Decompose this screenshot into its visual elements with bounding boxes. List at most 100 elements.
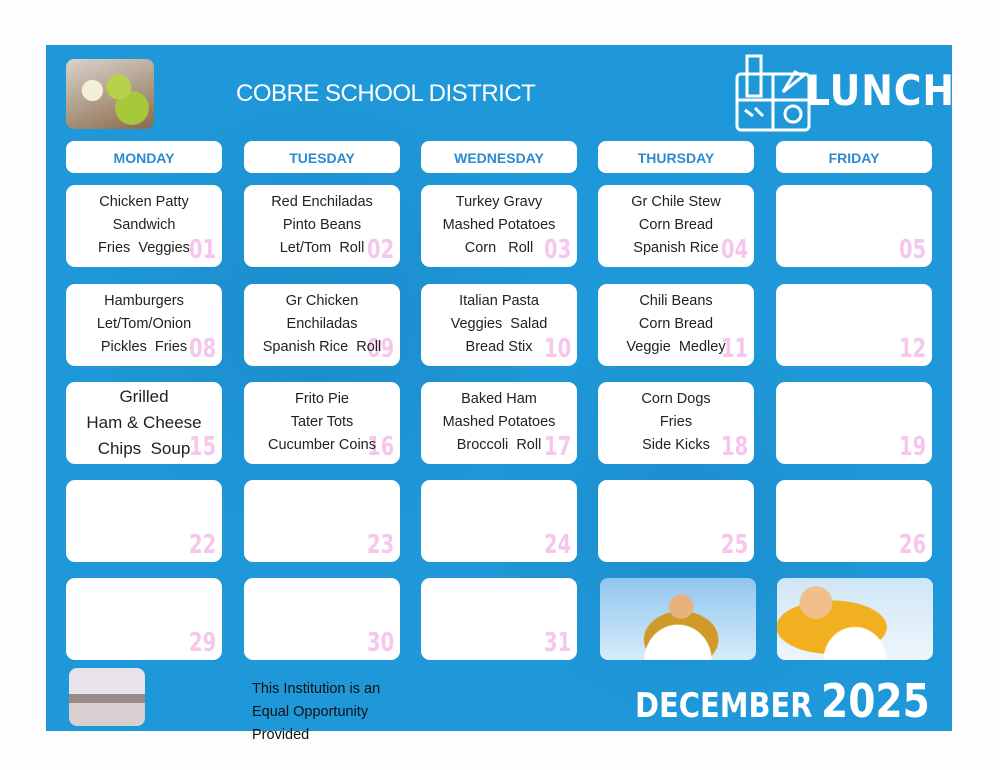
- day-cell: 01 Chicken Patty Sandwich Fries Veggies: [66, 185, 222, 267]
- day-cell: 29: [66, 578, 222, 660]
- menu-items: Chicken Patty Sandwich Fries Veggies: [66, 191, 222, 260]
- district-title: COBRE SCHOOL DISTRICT: [236, 80, 536, 107]
- menu-item: Let/Tom Roll: [279, 240, 365, 256]
- menu-item: Baked Ham: [461, 391, 537, 407]
- menu-item: Spanish Rice Roll: [262, 339, 382, 355]
- day-number: 09: [366, 334, 394, 364]
- day-cell: 04 Gr Chile Stew Corn Bread Spanish Rice: [598, 185, 754, 267]
- menu-item: Hamburgers: [104, 293, 184, 309]
- day-cell: 22: [66, 480, 222, 562]
- day-cell: 08 Hamburgers Let/Tom/Onion Pickles Fries: [66, 284, 222, 366]
- lunch-tray-icon: [735, 54, 811, 132]
- day-cell: 31: [421, 578, 577, 660]
- skier-photo-2: [777, 578, 933, 660]
- students-photo: [69, 668, 145, 726]
- menu-items: Gr Chicken Enchiladas Spanish Rice Roll: [244, 290, 400, 359]
- day-cell: 10 Italian Pasta Veggies Salad Bread Stix: [421, 284, 577, 366]
- day-header-tuesday: TUESDAY: [244, 141, 400, 173]
- menu-item: Spanish Rice: [633, 240, 719, 256]
- day-number: 30: [366, 628, 394, 658]
- day-cell: 17 Baked Ham Mashed Potatoes Broccoli Roll: [421, 382, 577, 464]
- day-number: 04: [720, 235, 748, 265]
- menu-item: Chili Beans: [639, 293, 713, 309]
- menu-items: Gr Chile Stew Corn Bread Spanish Rice: [598, 191, 754, 260]
- day-number: 16: [366, 432, 394, 462]
- menu-items: Grilled Ham & Cheese Chips Soup: [66, 384, 222, 462]
- menu-item: Chips Soup: [97, 439, 191, 458]
- menu-items: Baked Ham Mashed Potatoes Broccoli Roll: [421, 388, 577, 457]
- day-number: 08: [188, 334, 216, 364]
- menu-item: Pickles Fries: [100, 339, 188, 355]
- year: 2025: [821, 674, 930, 728]
- day-number: 11: [720, 334, 748, 364]
- month-year: DECEMBER 2025: [635, 674, 930, 728]
- day-number: 29: [188, 628, 216, 658]
- menu-item: Red Enchiladas: [271, 194, 373, 210]
- menu-item: Pinto Beans: [282, 217, 362, 233]
- day-number: 22: [188, 530, 216, 560]
- menu-items: Italian Pasta Veggies Salad Bread Stix: [421, 290, 577, 359]
- menu-item: Gr Chicken: [285, 293, 359, 309]
- day-cell: 11 Chili Beans Corn Bread Veggie Medley: [598, 284, 754, 366]
- day-number: 18: [720, 432, 748, 462]
- menu-item: Corn Bread: [638, 316, 714, 332]
- day-number: 12: [898, 334, 926, 364]
- menu-item: Let/Tom/Onion: [96, 316, 192, 332]
- notice-line: Equal Opportunity: [252, 704, 369, 720]
- menu-item: Veggies Salad: [450, 316, 548, 332]
- day-number: 26: [898, 530, 926, 560]
- day-number: 02: [366, 235, 394, 265]
- day-cell: 24: [421, 480, 577, 562]
- day-cell: 02 Red Enchiladas Pinto Beans Let/Tom Roll: [244, 185, 400, 267]
- menu-item: Corn Dogs: [641, 391, 711, 407]
- day-cell: 09 Gr Chicken Enchiladas Spanish Rice Roll: [244, 284, 400, 366]
- menu-item: Gr Chile Stew: [631, 194, 721, 210]
- day-cell: 25: [598, 480, 754, 562]
- day-cell: 16 Frito Pie Tater Tots Cucumber Coins: [244, 382, 400, 464]
- menu-items: Corn Dogs Fries Side Kicks: [598, 388, 754, 457]
- menu-item: Bread Stix: [465, 339, 533, 355]
- notice-line: Provided: [252, 727, 310, 743]
- menu-item: Side Kicks: [642, 437, 710, 453]
- equal-opportunity-notice: This Institution is an Equal Opportunity…: [252, 678, 380, 747]
- day-cell: 19: [776, 382, 932, 464]
- day-cell: 18 Corn Dogs Fries Side Kicks: [598, 382, 754, 464]
- day-cell: 23: [244, 480, 400, 562]
- menu-item: Cucumber Coins: [268, 437, 376, 453]
- day-number: 17: [543, 432, 571, 462]
- pears-photo: [66, 59, 154, 129]
- menu-item: Fries Veggies: [98, 240, 190, 256]
- day-cell: 15 Grilled Ham & Cheese Chips Soup: [66, 382, 222, 464]
- lunch-logo-text: LUNCH: [806, 66, 955, 115]
- day-number: 15: [188, 432, 216, 462]
- menu-items: Chili Beans Corn Bread Veggie Medley: [598, 290, 754, 359]
- day-number: 19: [898, 432, 926, 462]
- menu-item: Fries: [659, 414, 693, 430]
- notice-line: This Institution is an: [252, 681, 381, 697]
- menu-item: Broccoli Roll: [456, 437, 542, 453]
- day-cell: 05: [776, 185, 932, 267]
- day-header-monday: MONDAY: [66, 141, 222, 173]
- menu-item: Grilled: [119, 387, 169, 406]
- menu-items: Hamburgers Let/Tom/Onion Pickles Fries: [66, 290, 222, 359]
- menu-items: Frito Pie Tater Tots Cucumber Coins: [244, 388, 400, 457]
- day-number: 25: [720, 530, 748, 560]
- day-cell: 30: [244, 578, 400, 660]
- day-header-thursday: THURSDAY: [598, 141, 754, 173]
- day-cell: 26: [776, 480, 932, 562]
- day-number: 10: [543, 334, 571, 364]
- menu-item: Enchiladas: [286, 316, 358, 332]
- menu-item: Tater Tots: [290, 414, 354, 430]
- menu-item: Chicken Patty: [99, 194, 189, 210]
- menu-item: Italian Pasta: [459, 293, 539, 309]
- day-number: 03: [543, 235, 571, 265]
- menu-item: Ham & Cheese: [86, 413, 202, 432]
- day-number: 24: [543, 530, 571, 560]
- day-number: 31: [543, 628, 571, 658]
- day-cell: 03 Turkey Gravy Mashed Potatoes Corn Roll: [421, 185, 577, 267]
- menu-item: Turkey Gravy: [455, 194, 543, 210]
- menu-item: Veggie Medley: [626, 339, 726, 355]
- menu-item: Frito Pie: [295, 391, 349, 407]
- menu-item: Mashed Potatoes: [442, 414, 556, 430]
- day-cell: 12: [776, 284, 932, 366]
